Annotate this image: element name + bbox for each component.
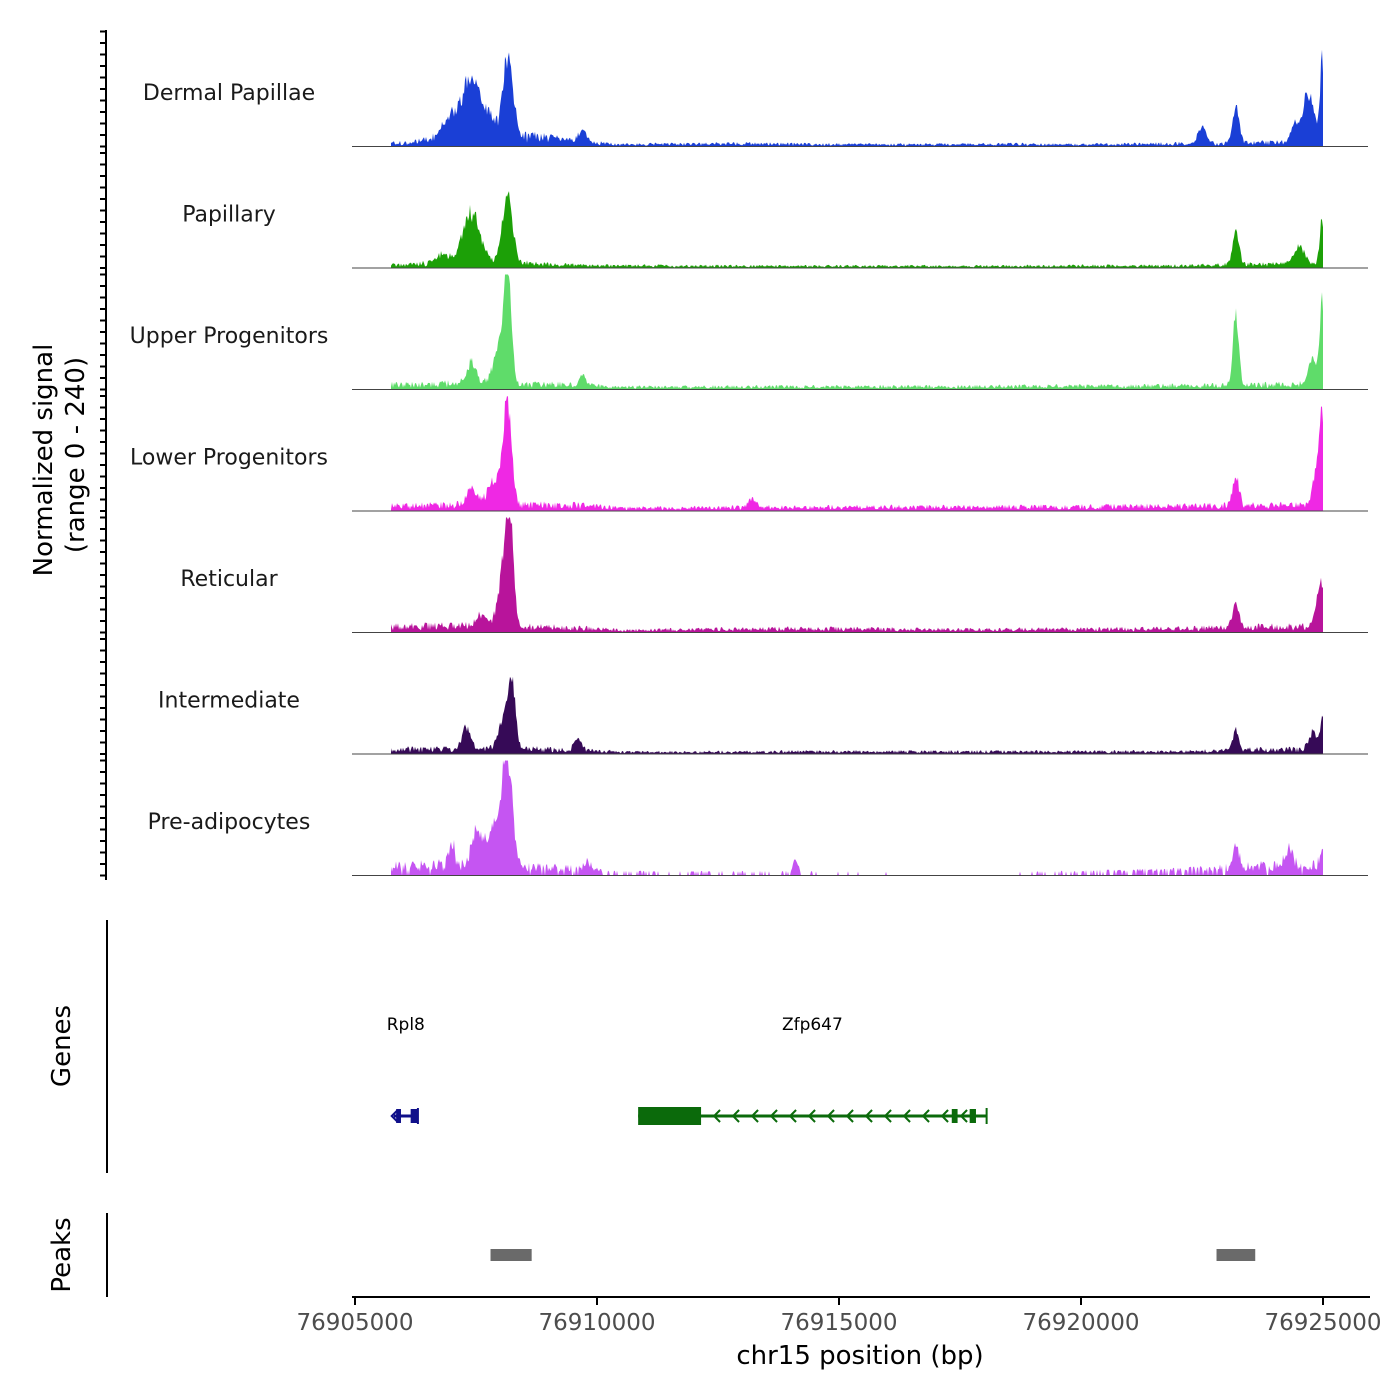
strand-arrow — [959, 1109, 968, 1123]
strand-arrow — [883, 1109, 892, 1123]
x-axis-title: chr15 position (bp) — [736, 1341, 983, 1371]
strand-arrow — [864, 1109, 873, 1123]
coverage-y-axis — [100, 30, 107, 880]
coverage-area — [391, 760, 1323, 876]
gene-rpl8: Rpl8 — [387, 1015, 425, 1124]
track-dermal-papillae: Dermal Papillae — [143, 49, 1368, 147]
strand-arrow — [750, 1109, 759, 1123]
strand-arrow — [788, 1109, 797, 1123]
strand-arrow — [902, 1109, 911, 1123]
track-label: Pre-adipocytes — [148, 810, 311, 835]
track-reticular: Reticular — [180, 517, 1368, 633]
x-tick-label: 76925000 — [1264, 1310, 1381, 1336]
x-tick-label: 76920000 — [1022, 1310, 1139, 1336]
gene-exon — [969, 1109, 976, 1123]
peak-region — [490, 1249, 532, 1261]
track-intermediate: Intermediate — [158, 676, 1368, 755]
track-lower-progenitors: Lower Progenitors — [130, 396, 1368, 512]
strand-arrow — [390, 1109, 399, 1123]
coverage-area — [391, 396, 1323, 511]
y-axis-title: Normalized signal (range 0 - 240) — [29, 344, 91, 577]
peak-region — [1216, 1249, 1256, 1261]
y-axis-title-line2: (range 0 - 240) — [61, 357, 91, 553]
x-tick-label: 76905000 — [296, 1310, 413, 1336]
gene-label: Zfp647 — [782, 1015, 843, 1035]
coverage-area — [391, 191, 1323, 268]
strand-arrow — [712, 1109, 721, 1123]
gene-exon — [396, 1109, 401, 1123]
coverage-area — [391, 274, 1323, 390]
peaks-panel: Peaks — [47, 1213, 1256, 1297]
coverage-area — [391, 517, 1323, 633]
gene-exon — [410, 1109, 418, 1123]
coverage-area — [391, 49, 1323, 147]
coverage-area — [391, 676, 1323, 754]
gene-zfp647: Zfp647 — [638, 1015, 988, 1125]
strand-arrow — [845, 1109, 854, 1123]
gene-exon — [951, 1109, 958, 1123]
x-axis: chr15 position (bp) 76905000 76910000 7691… — [296, 1296, 1382, 1371]
track-label: Intermediate — [158, 689, 300, 714]
track-label: Reticular — [180, 567, 278, 592]
gene-label: Rpl8 — [387, 1015, 425, 1035]
coverage-tracks: Dermal Papillae Papillary Upper Progenitor… — [130, 49, 1368, 876]
track-label: Dermal Papillae — [143, 81, 315, 106]
genes-panel-label: Genes — [47, 1005, 77, 1087]
peaks-panel-label: Peaks — [47, 1217, 77, 1292]
genes-panel: Genes Rpl8 Zfp647 — [47, 920, 988, 1173]
track-label: Upper Progenitors — [130, 324, 329, 349]
strand-arrow — [769, 1109, 778, 1123]
track-pre-adipocytes: Pre-adipocytes — [148, 760, 1368, 876]
track-papillary: Papillary — [182, 191, 1368, 269]
track-upper-progenitors: Upper Progenitors — [130, 274, 1368, 390]
y-axis-title-line1: Normalized signal — [29, 344, 59, 577]
strand-arrow — [731, 1109, 740, 1123]
strand-arrow — [826, 1109, 835, 1123]
x-tick-label: 76915000 — [780, 1310, 897, 1336]
strand-arrow — [807, 1109, 816, 1123]
track-label: Papillary — [182, 203, 276, 228]
x-tick-label: 76910000 — [538, 1310, 655, 1336]
strand-arrow — [921, 1109, 930, 1123]
strand-arrow — [940, 1109, 949, 1123]
gene-exon — [638, 1107, 702, 1125]
track-label: Lower Progenitors — [130, 446, 328, 471]
